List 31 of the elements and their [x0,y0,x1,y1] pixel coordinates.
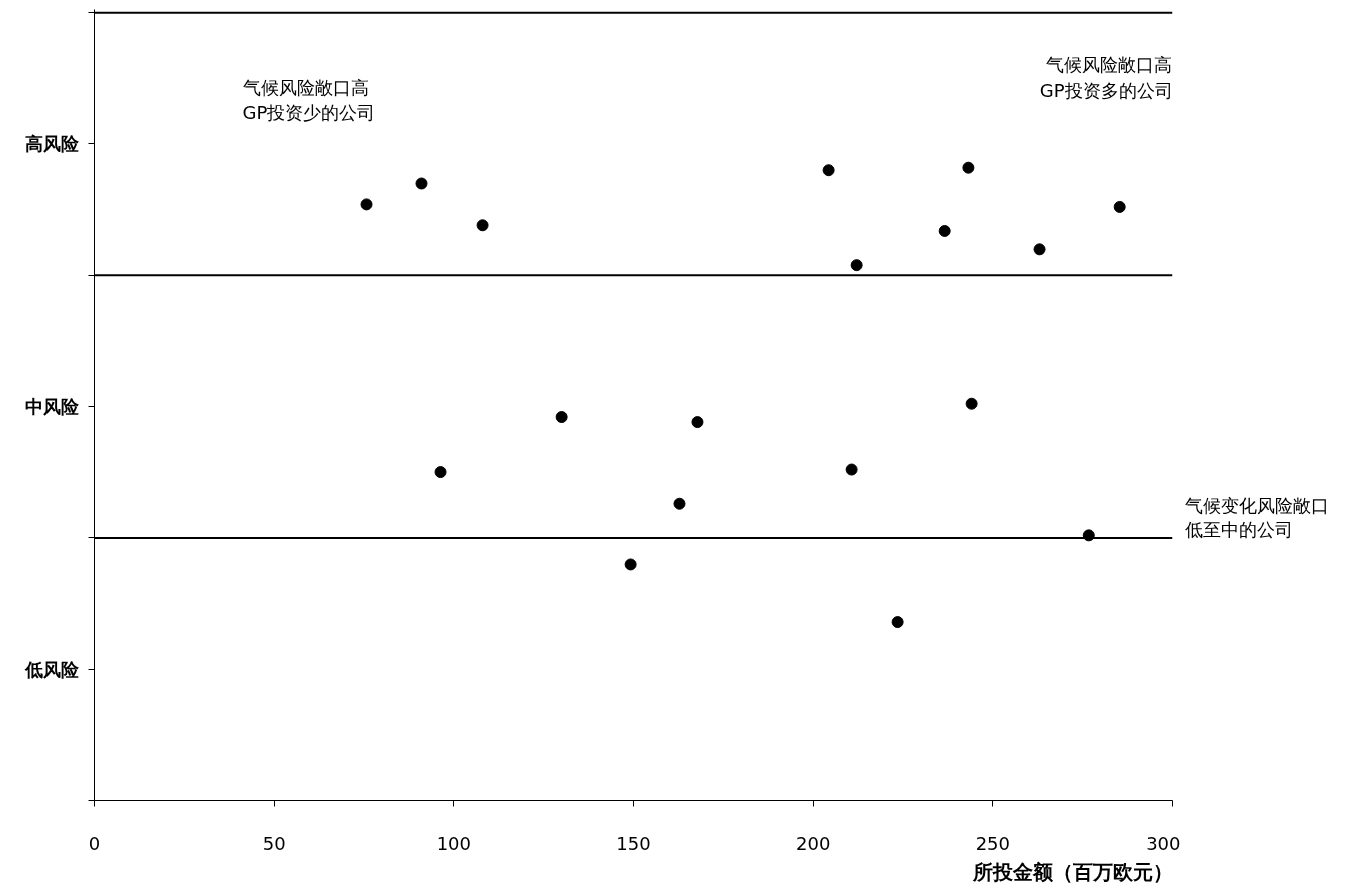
point [415,177,428,190]
point [434,466,447,479]
point [938,224,951,237]
point [673,497,686,510]
text: 中风险 [24,396,80,418]
text: 气候风险敞口高 GP投资少的公司 [242,76,376,123]
x-tick-label: 200 [795,832,831,854]
x-tick-label: 100 [436,832,472,854]
point [1033,243,1046,256]
point [624,558,637,571]
x-tick-label: 250 [975,832,1011,854]
point [476,219,489,232]
x-axis-title: 所投金额（百万欧元） [971,859,1173,884]
text: 气候风险敞口高 GP投资多的公司 [1039,54,1173,101]
text: 高风险 [24,133,80,155]
text: 气候变化风险敞口低至中的公司 [1185,494,1330,542]
point [850,259,863,272]
point [691,416,704,429]
point [555,411,568,424]
point [962,161,975,174]
point [965,397,978,410]
x-tick-label: 150 [616,832,651,854]
x-tick-label: 50 [262,832,286,854]
point [891,616,904,629]
point [822,164,835,177]
point [360,198,373,211]
point [1113,200,1126,213]
point [845,463,858,476]
x-tick-label: 300 [1146,832,1181,854]
text: 低风险 [23,658,80,680]
x-tick-label: 0 [88,832,101,854]
